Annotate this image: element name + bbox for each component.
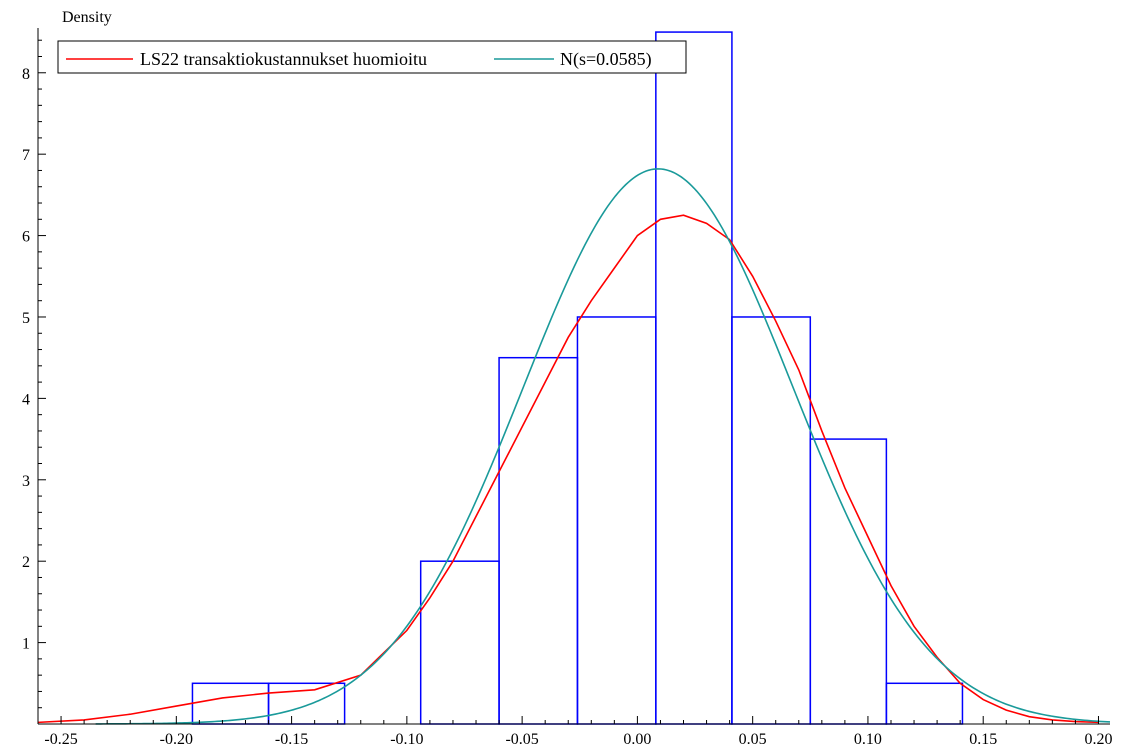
y-tick-label: 1 — [22, 636, 30, 653]
y-tick-label: 7 — [22, 147, 30, 164]
histogram-bars — [191, 31, 964, 725]
x-tick-label: -0.20 — [160, 731, 193, 748]
y-tick-label: 6 — [22, 229, 30, 246]
histogram-bar — [809, 438, 888, 725]
y-tick-label: 4 — [22, 391, 30, 408]
histogram-bar — [498, 356, 579, 725]
histogram-bar — [885, 682, 964, 725]
x-tick-label: -0.25 — [44, 731, 77, 748]
x-tick-label: 0.00 — [623, 731, 651, 748]
series-line-normal — [95, 168, 1111, 725]
axes: -0.25 -0.20 -0.15 -0.10 -0.05 0.00 0.05 0.10 0.1… — [22, 9, 1112, 748]
x-tick-label: 0.15 — [969, 731, 997, 748]
x-tick-label: 0.20 — [1084, 731, 1112, 748]
x-tick-label: 0.05 — [739, 731, 767, 748]
legend-box — [57, 40, 687, 74]
x-tick-label: -0.15 — [275, 731, 308, 748]
x-tick-label: -0.05 — [505, 731, 538, 748]
x-tick-label: 0.10 — [854, 731, 882, 748]
x-tick-label: -0.10 — [390, 731, 423, 748]
y-tick-label: 5 — [22, 310, 30, 327]
series-line-ls22 — [37, 214, 1099, 724]
histogram-bar — [267, 682, 346, 725]
legend: LS22 transaktiokustannukset huomioitu N(s… — [57, 40, 687, 74]
y-axis-title: Density — [62, 9, 112, 26]
legend-label-ls22: LS22 transaktiokustannukset huomioitu — [140, 49, 427, 69]
y-tick-label: 2 — [22, 554, 30, 571]
y-tick-label: 8 — [22, 66, 30, 83]
histogram-bar — [655, 31, 733, 725]
histogram-bar — [731, 316, 812, 725]
density-curves — [37, 168, 1111, 725]
y-tick-label: 3 — [22, 473, 30, 490]
legend-label-normal: N(s=0.0585) — [560, 49, 652, 70]
histogram-bar — [576, 316, 657, 725]
